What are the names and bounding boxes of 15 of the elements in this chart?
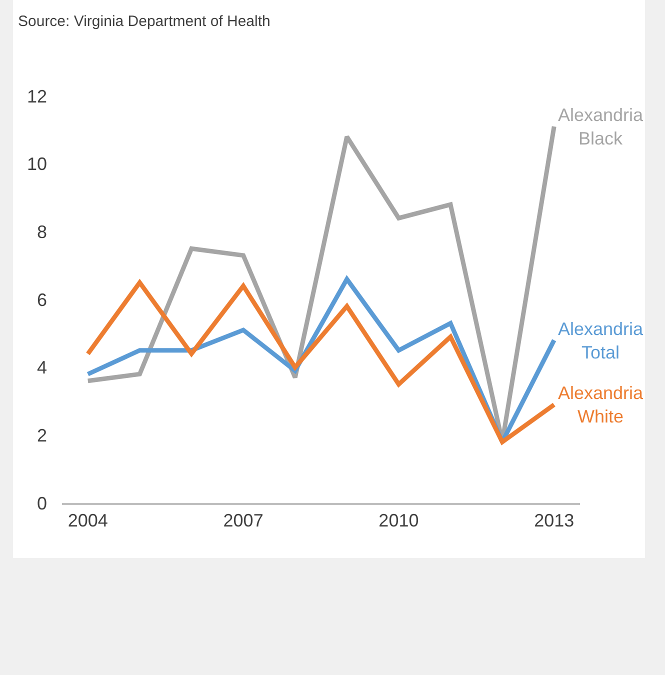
x-tick-label: 2004: [68, 510, 108, 530]
y-tick-label: 12: [26, 86, 47, 106]
y-tick-label: 10: [26, 154, 47, 174]
series-label: Alexandria White: [558, 383, 644, 426]
y-tick-label: 0: [36, 493, 47, 514]
x-tick-label: 2010: [378, 510, 419, 530]
source-note: Source: Virginia Department of Health: [18, 13, 270, 30]
y-tick-label: 2: [36, 425, 47, 446]
y-tick-label: 6: [36, 290, 47, 310]
series-label: Alexandria Total: [558, 319, 644, 362]
y-tick-label: 8: [36, 222, 47, 242]
y-tick-label: 4: [36, 358, 47, 378]
series-label: Alexandria Black: [558, 105, 644, 148]
x-tick-label: 2007: [223, 510, 264, 530]
x-tick-label: 2013: [534, 510, 574, 530]
